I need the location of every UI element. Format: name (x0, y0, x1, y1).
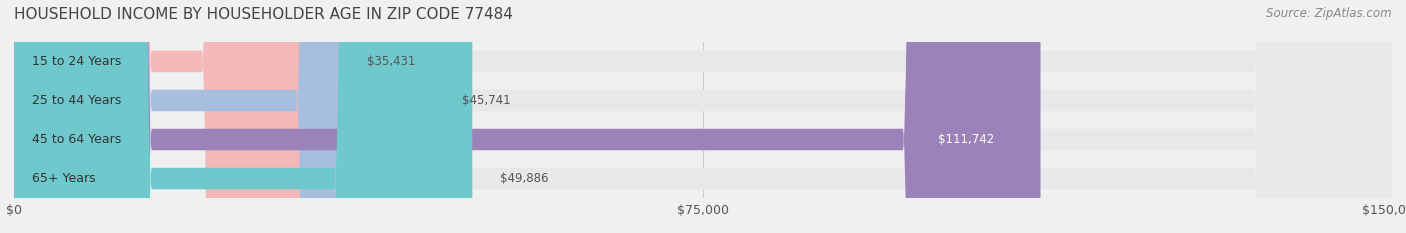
FancyBboxPatch shape (14, 0, 1392, 233)
FancyBboxPatch shape (14, 0, 472, 233)
Text: 15 to 24 Years: 15 to 24 Years (32, 55, 122, 68)
Text: 25 to 44 Years: 25 to 44 Years (32, 94, 122, 107)
FancyBboxPatch shape (14, 0, 1392, 233)
FancyBboxPatch shape (14, 0, 1040, 233)
FancyBboxPatch shape (14, 0, 1392, 233)
Text: $111,742: $111,742 (938, 133, 994, 146)
Text: HOUSEHOLD INCOME BY HOUSEHOLDER AGE IN ZIP CODE 77484: HOUSEHOLD INCOME BY HOUSEHOLDER AGE IN Z… (14, 7, 513, 22)
Text: $49,886: $49,886 (501, 172, 548, 185)
Text: $45,741: $45,741 (461, 94, 510, 107)
FancyBboxPatch shape (14, 0, 434, 233)
FancyBboxPatch shape (14, 0, 1392, 233)
Text: 45 to 64 Years: 45 to 64 Years (32, 133, 122, 146)
FancyBboxPatch shape (14, 0, 339, 233)
Text: 65+ Years: 65+ Years (32, 172, 96, 185)
Text: $35,431: $35,431 (367, 55, 415, 68)
Text: Source: ZipAtlas.com: Source: ZipAtlas.com (1267, 7, 1392, 20)
